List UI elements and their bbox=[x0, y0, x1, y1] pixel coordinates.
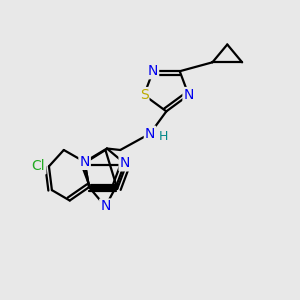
Text: N: N bbox=[119, 156, 130, 170]
Text: Cl: Cl bbox=[32, 159, 45, 173]
Text: N: N bbox=[148, 64, 158, 78]
Text: S: S bbox=[140, 88, 148, 102]
Text: N: N bbox=[100, 200, 111, 214]
Text: H: H bbox=[159, 130, 168, 142]
Text: N: N bbox=[80, 155, 90, 169]
Text: N: N bbox=[145, 127, 155, 141]
Text: N: N bbox=[184, 88, 194, 102]
